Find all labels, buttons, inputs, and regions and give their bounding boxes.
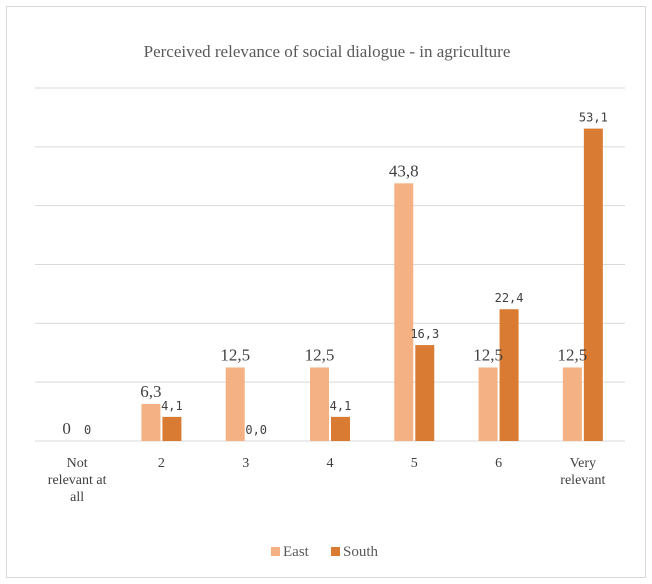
data-label-east: 6,3: [140, 382, 161, 401]
data-labels: 0 6,3 12,5 12,5 43,8 12,5 12,5 0 4,1 0,0 4,1 16,3 22…: [62, 111, 607, 438]
data-label-south: 0,0: [245, 423, 267, 437]
data-label-east: 12,5: [305, 345, 335, 364]
x-tick-line: relevant at: [48, 473, 107, 488]
bar-south: [499, 309, 519, 441]
data-label-east: 0: [62, 419, 71, 438]
data-label-south: 4,1: [330, 399, 352, 413]
chart-title: Perceived relevance of social dialogue -…: [144, 42, 511, 61]
x-tick-line: 3: [242, 456, 249, 471]
bar-south: [331, 416, 350, 441]
legend-label-south: South: [343, 544, 379, 560]
bar-south: [583, 128, 603, 441]
x-tick-line: relevant: [560, 473, 605, 488]
x-tick-label: 3: [242, 456, 249, 471]
x-tick-label: 4: [327, 456, 334, 471]
data-label-south: 16,3: [410, 327, 439, 341]
legend-label-east: East: [283, 544, 310, 560]
bar-east: [225, 367, 245, 441]
x-tick-line: 4: [327, 456, 334, 471]
x-tick-line: all: [70, 490, 84, 505]
data-label-south: 53,1: [579, 111, 608, 125]
chart-svg: Perceived relevance of social dialogue -…: [35, 42, 625, 560]
x-tick-label: 6: [495, 456, 502, 471]
data-label-south: 0: [84, 423, 91, 437]
bar-south: [162, 416, 182, 441]
x-tick-label: 2: [158, 456, 165, 471]
x-tick-labels: Not relevant at all 2 3 4 5 6 Very relevant: [48, 456, 606, 505]
x-tick-line: Not: [67, 456, 88, 471]
data-label-east: 12,5: [473, 345, 503, 364]
x-tick-line: Very: [570, 456, 596, 471]
bar-east: [478, 367, 498, 441]
chart-frame: Perceived relevance of social dialogue -…: [6, 6, 646, 578]
data-label-south: 4,1: [161, 399, 183, 413]
bar-south: [415, 345, 435, 441]
data-label-east: 43,8: [389, 161, 419, 180]
x-tick-label: Very relevant: [560, 456, 605, 488]
legend-swatch-east: [271, 547, 280, 556]
x-tick-line: 6: [495, 456, 502, 471]
data-label-south: 22,4: [495, 291, 524, 305]
x-tick-line: 2: [158, 456, 165, 471]
x-tick-label: Not relevant at all: [48, 456, 107, 505]
bar-east: [394, 183, 414, 441]
legend: East South: [271, 544, 379, 560]
bars: [141, 128, 603, 441]
bar-east: [562, 367, 582, 441]
x-tick-label: 5: [411, 456, 418, 471]
x-tick-line: 5: [411, 456, 418, 471]
bar-east: [141, 403, 161, 441]
legend-swatch-south: [331, 547, 340, 556]
data-label-east: 12,5: [220, 345, 250, 364]
bar-east: [310, 367, 329, 441]
gridlines: [35, 87, 625, 442]
data-label-east: 12,5: [557, 345, 587, 364]
